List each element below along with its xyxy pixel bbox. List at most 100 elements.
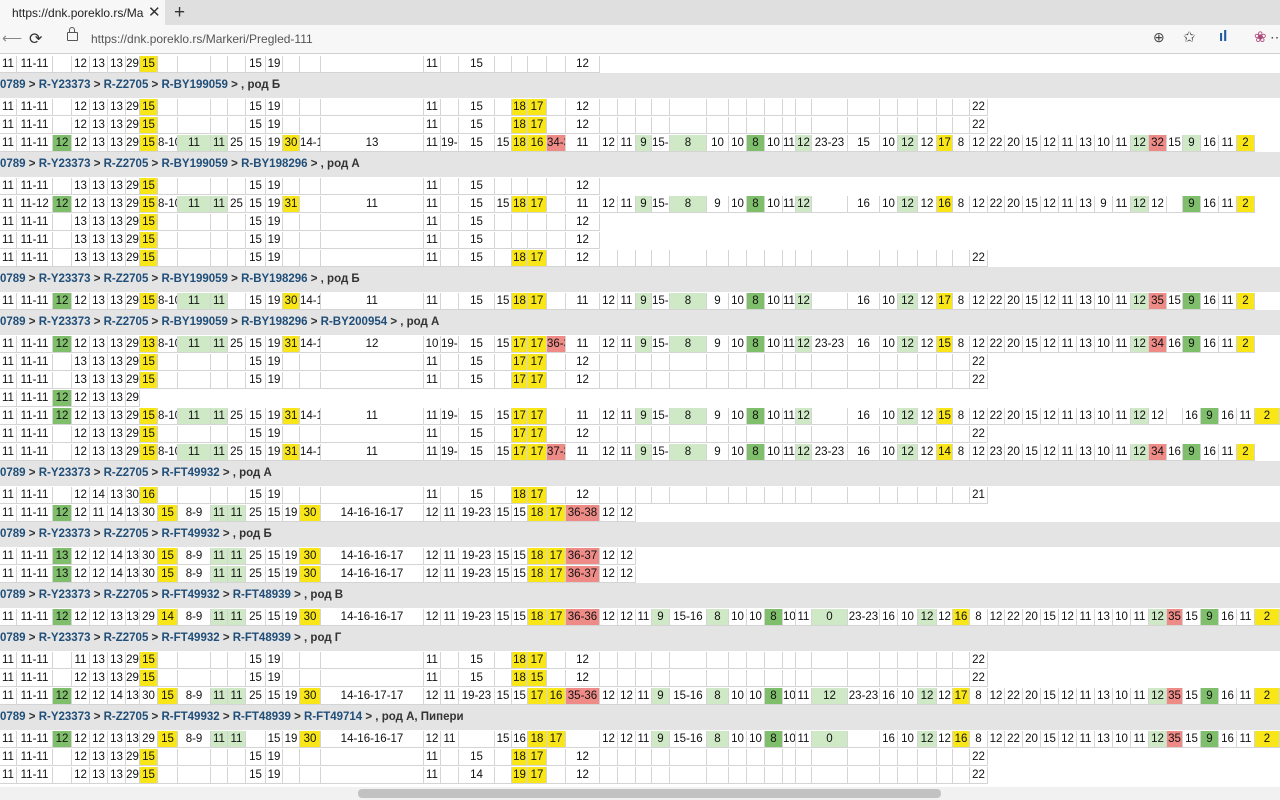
haplogroup-link[interactable]: R-FT49932 bbox=[161, 589, 220, 601]
marker-cell: 11 bbox=[441, 566, 459, 583]
marker-cell: 11-11 bbox=[17, 372, 53, 389]
marker-cell bbox=[441, 178, 459, 195]
zoom-icon[interactable]: ⊕ bbox=[1153, 29, 1165, 45]
marker-cell bbox=[300, 767, 321, 784]
new-tab-icon[interactable]: + bbox=[174, 2, 186, 23]
haplogroup-link[interactable]: R-Y23373 bbox=[38, 632, 91, 644]
haplogroup-link[interactable]: 0789 bbox=[0, 589, 26, 601]
marker-cell: 25 bbox=[228, 135, 246, 152]
marker-cell: 15 bbox=[140, 408, 158, 425]
horizontal-scrollbar[interactable] bbox=[0, 787, 1280, 800]
haplogroup-link[interactable]: R-Y23373 bbox=[38, 316, 91, 328]
marker-cell bbox=[880, 767, 898, 784]
tab-title: https://dnk.poreklo.rs/Markeri/P bbox=[12, 6, 144, 20]
marker-cell: 13 bbox=[1095, 731, 1113, 748]
marker-cell bbox=[918, 749, 937, 766]
reload-icon[interactable]: ⟳ bbox=[29, 31, 43, 48]
marker-cell bbox=[707, 354, 729, 371]
haplogroup-link[interactable]: R-FT49932 bbox=[161, 632, 220, 644]
haplogroup-link[interactable]: 0789 bbox=[0, 528, 26, 540]
marker-cell: 11-11 bbox=[17, 117, 53, 134]
marker-cell bbox=[898, 250, 918, 267]
marker-cell: 12 bbox=[1149, 408, 1167, 425]
extension-icon[interactable]: ıl bbox=[1219, 28, 1228, 45]
haplogroup-link[interactable]: R-Z2705 bbox=[103, 711, 149, 723]
haplogroup-link[interactable]: R-BY198296 bbox=[241, 158, 308, 170]
marker-cell bbox=[636, 99, 652, 116]
haplogroup-link[interactable]: R-BY199059 bbox=[161, 273, 228, 285]
haplogroup-link[interactable]: R-BY199059 bbox=[161, 316, 228, 328]
marker-cell: 13 bbox=[108, 99, 126, 116]
haplogroup-link[interactable]: R-FT49932 bbox=[161, 528, 220, 540]
marker-cell: 10 bbox=[1113, 688, 1131, 705]
haplogroup-header: 0789 > R-Y23373 > R-Z2705 > R-BY199059 >… bbox=[0, 267, 1280, 292]
haplogroup-link[interactable]: R-FT48939 bbox=[232, 589, 291, 601]
marker-cell: 8 bbox=[747, 293, 765, 310]
haplogroup-link[interactable]: R-FT48939 bbox=[232, 711, 291, 723]
haplogroup-link[interactable]: R-FT48939 bbox=[232, 632, 291, 644]
close-tab-icon[interactable]: ✕ bbox=[148, 4, 161, 21]
marker-cell: 11 bbox=[424, 178, 441, 195]
haplogroup-link[interactable]: R-BY200954 bbox=[320, 316, 388, 328]
marker-cell: 11 bbox=[0, 336, 17, 353]
haplogroup-link[interactable]: 0789 bbox=[0, 158, 26, 170]
haplogroup-link[interactable]: R-Y23373 bbox=[38, 589, 91, 601]
marker-cell bbox=[547, 196, 566, 213]
haplogroup-link[interactable]: R-FT49714 bbox=[304, 711, 363, 723]
haplogroup-link[interactable]: R-Z2705 bbox=[103, 158, 149, 170]
marker-cell: 18 bbox=[512, 250, 528, 267]
haplogroup-link[interactable]: R-Y23373 bbox=[38, 158, 91, 170]
haplogroup-link[interactable]: R-Z2705 bbox=[103, 589, 149, 601]
haplogroup-link[interactable]: R-Z2705 bbox=[103, 528, 149, 540]
haplogroup-link[interactable]: 0789 bbox=[0, 273, 26, 285]
marker-cell bbox=[765, 670, 783, 687]
haplogroup-link[interactable]: R-BY199059 bbox=[161, 158, 228, 170]
path-separator: > bbox=[227, 273, 242, 285]
back-icon[interactable]: ⟵ bbox=[2, 30, 23, 46]
marker-cell: 29 bbox=[126, 372, 140, 389]
haplogroup-link[interactable]: R-BY198296 bbox=[241, 273, 308, 285]
path-separator: > bbox=[148, 79, 162, 91]
marker-cell: 19 bbox=[266, 372, 283, 389]
haplogroup-link[interactable]: R-FT49932 bbox=[161, 467, 220, 479]
haplogroup-link[interactable]: R-Y23373 bbox=[38, 467, 91, 479]
haplogroup-link[interactable]: 0789 bbox=[0, 316, 26, 328]
haplogroup-link[interactable]: R-BY198296 bbox=[241, 316, 308, 328]
haplogroup-link[interactable]: R-Z2705 bbox=[103, 467, 149, 479]
marker-cell bbox=[600, 372, 618, 389]
marker-cell: 12 bbox=[1131, 293, 1149, 310]
extension-flower-icon[interactable]: ❀ bbox=[1254, 29, 1267, 46]
lock-icon[interactable] bbox=[67, 27, 78, 41]
menu-icon[interactable]: ⋯ bbox=[1270, 29, 1280, 45]
marker-cell: 11-11 bbox=[17, 293, 53, 310]
haplogroup-link[interactable]: R-FT49932 bbox=[161, 711, 220, 723]
marker-cell: 11 bbox=[1131, 609, 1149, 626]
haplogroup-link[interactable]: 0789 bbox=[0, 711, 26, 723]
marker-cell: 22 bbox=[970, 117, 988, 134]
url-field[interactable]: https://dnk.poreklo.rs/Markeri/Pregled-1… bbox=[91, 32, 313, 46]
haplogroup-link[interactable]: R-Z2705 bbox=[103, 79, 149, 91]
marker-cell: 12 bbox=[72, 609, 90, 626]
haplogroup-path: 0789 > R-Y23373 > R-Z2705 > R-FT49932 > … bbox=[0, 711, 464, 723]
haplogroup-link[interactable]: R-BY199059 bbox=[161, 79, 228, 91]
haplogroup-link[interactable]: R-Y23373 bbox=[38, 79, 91, 91]
marker-cell: 11 bbox=[228, 609, 246, 626]
haplogroup-link[interactable]: 0789 bbox=[0, 79, 26, 91]
haplogroup-link[interactable]: R-Z2705 bbox=[103, 632, 149, 644]
marker-cell bbox=[918, 652, 937, 669]
browser-tab[interactable]: https://dnk.poreklo.rs/Markeri/P ✕ bbox=[0, 0, 165, 25]
haplogroup-link[interactable]: 0789 bbox=[0, 467, 26, 479]
haplogroup-link[interactable]: R-Y23373 bbox=[38, 273, 91, 285]
haplogroup-link[interactable]: R-Z2705 bbox=[103, 273, 149, 285]
scrollbar-thumb[interactable] bbox=[358, 789, 941, 798]
marker-cell: 12 bbox=[1041, 293, 1059, 310]
haplogroup-link[interactable]: R-Y23373 bbox=[38, 528, 91, 540]
marker-cell: 11 bbox=[783, 293, 796, 310]
marker-cell bbox=[898, 372, 918, 389]
haplogroup-link[interactable]: R-Y23373 bbox=[38, 711, 91, 723]
haplogroup-link[interactable]: 0789 bbox=[0, 632, 26, 644]
haplogroup-link[interactable]: R-Z2705 bbox=[103, 316, 149, 328]
favorites-icon[interactable]: ✩ bbox=[1183, 29, 1196, 46]
marker-cell: 11 bbox=[424, 767, 441, 784]
marker-cell bbox=[670, 99, 707, 116]
